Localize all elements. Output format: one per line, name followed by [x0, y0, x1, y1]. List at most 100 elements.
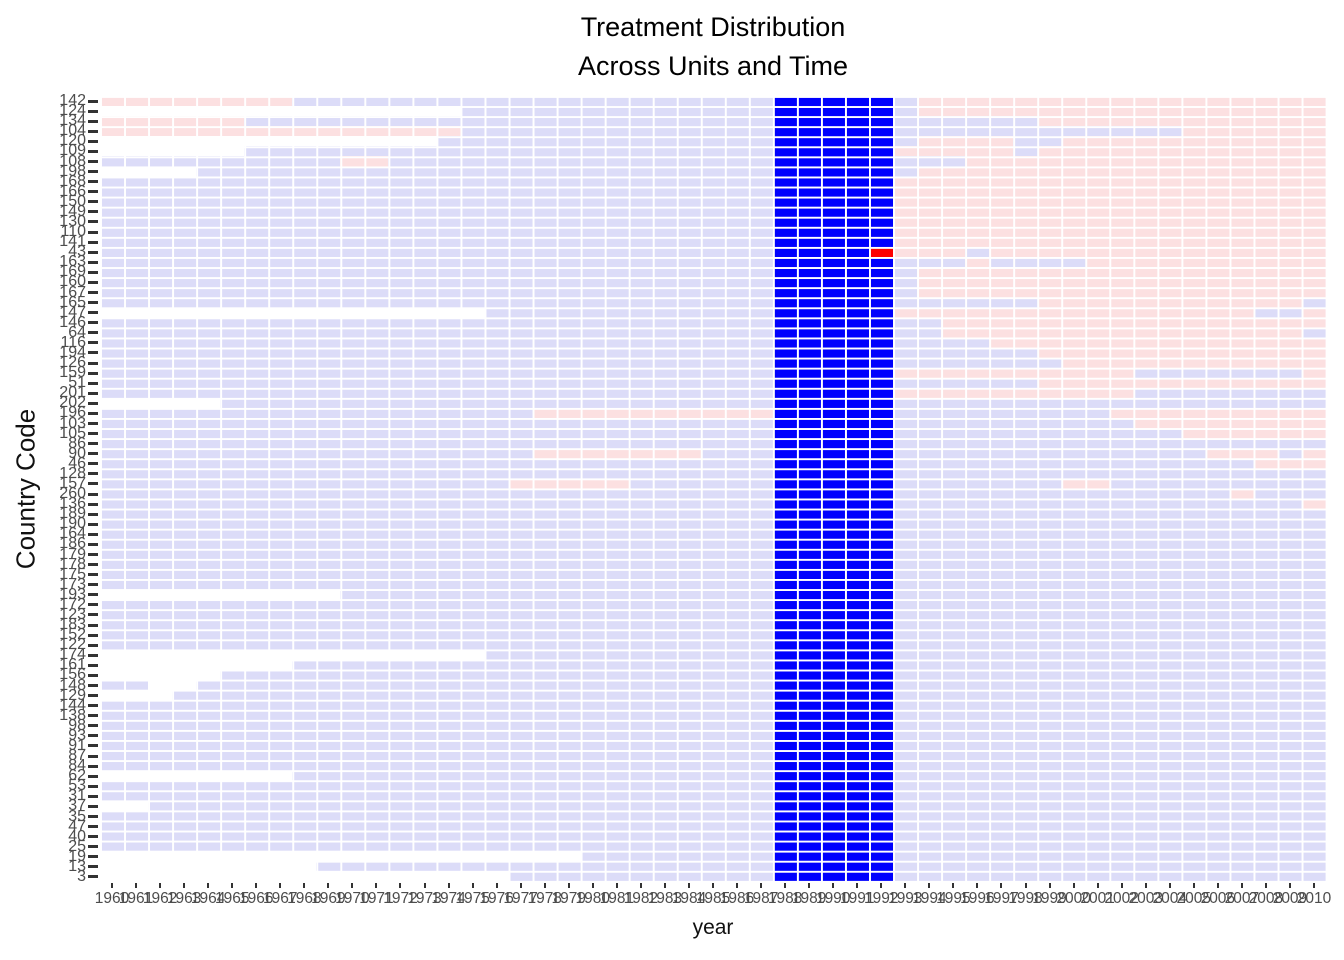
- heatmap-segment: [1133, 368, 1302, 379]
- heatmap-segment: [893, 468, 1326, 479]
- x-tick-mark: [856, 883, 859, 888]
- y-tick-label: 173: [59, 575, 86, 593]
- y-tick-mark: [88, 553, 98, 556]
- heatmap-segment: [100, 408, 533, 419]
- y-tick-mark: [88, 542, 98, 546]
- highlight-cell: [869, 247, 894, 258]
- heatmap-segment: [100, 478, 509, 489]
- y-tick-label: 123: [59, 605, 86, 623]
- treated-band: [773, 96, 894, 882]
- heatmap-segment: [893, 680, 1326, 691]
- x-tick-label: 1988: [767, 890, 803, 907]
- heatmap-segment: [508, 871, 774, 882]
- y-tick-mark: [88, 522, 98, 526]
- heatmap-segment: [100, 116, 245, 127]
- x-tick-label: 1964: [190, 890, 226, 907]
- heatmap-segment: [220, 398, 774, 409]
- y-tick-label: 178: [59, 555, 86, 573]
- heatmap-segment: [893, 106, 918, 117]
- heatmap-segment: [965, 257, 990, 268]
- x-tick-mark: [471, 883, 474, 888]
- x-tick-label: 1976: [479, 890, 514, 907]
- y-tick-label: 130: [59, 212, 86, 230]
- heatmap-segment: [100, 559, 774, 570]
- heatmap-segment: [917, 267, 1326, 278]
- heatmap-segment: [893, 368, 1134, 379]
- y-tick-mark: [88, 411, 98, 415]
- x-tick-mark: [1024, 883, 1027, 888]
- heatmap-segment: [893, 851, 1326, 862]
- heatmap-segment: [893, 650, 1326, 661]
- y-tick-label: 183: [59, 616, 86, 634]
- x-tick-mark: [1000, 883, 1003, 888]
- heatmap-segment: [917, 96, 1326, 107]
- y-tick-label: 161: [59, 656, 86, 674]
- heatmap-segment: [532, 448, 701, 459]
- x-tick-label: 1978: [527, 890, 562, 907]
- heatmap-segment: [340, 156, 389, 167]
- y-tick-mark: [88, 714, 98, 718]
- heatmap-segment: [100, 569, 774, 580]
- x-tick-mark: [207, 883, 210, 888]
- y-tick-mark: [88, 694, 98, 698]
- y-tick-label: 157: [59, 474, 86, 492]
- heatmap-segment: [292, 771, 774, 782]
- heatmap-segment: [893, 519, 1326, 530]
- heatmap-segment: [244, 146, 774, 157]
- x-tick-label: 1973: [407, 890, 442, 907]
- y-tick-mark: [88, 291, 98, 294]
- y-tick-mark: [88, 452, 98, 456]
- x-tick-label: 1968: [287, 890, 322, 907]
- heatmap-segment: [893, 609, 1326, 620]
- x-tick-mark: [1072, 883, 1075, 888]
- heatmap-segment: [100, 267, 774, 278]
- heatmap-segment: [1037, 378, 1326, 389]
- heatmap-segment: [100, 297, 774, 308]
- heatmap-segment: [893, 126, 1182, 137]
- y-tick-mark: [88, 139, 98, 143]
- heatmap-segment: [388, 156, 774, 167]
- heatmap-segment: [893, 378, 1038, 389]
- y-tick-label: 148: [59, 676, 86, 694]
- x-tick-mark: [615, 883, 618, 888]
- x-tick-label: 1972: [383, 890, 418, 907]
- heatmap-segment: [100, 539, 774, 550]
- x-tick-mark: [1288, 883, 1291, 888]
- heatmap-segment: [100, 499, 774, 510]
- heatmap-segment: [100, 156, 341, 167]
- heatmap-segment: [100, 630, 774, 641]
- y-tick-mark: [88, 180, 98, 184]
- y-tick-mark: [88, 230, 98, 234]
- heatmap-segment: [100, 317, 774, 328]
- heatmap-segment: [100, 227, 774, 238]
- heatmap-segment: [100, 509, 774, 520]
- heatmap-segment: [893, 337, 990, 348]
- y-tick-mark: [88, 381, 98, 385]
- heatmap-segment: [436, 136, 774, 147]
- heatmap-segment: [1037, 297, 1302, 308]
- x-tick-label: 1986: [719, 890, 755, 907]
- y-tick-mark: [88, 351, 98, 355]
- heatmap-segment: [893, 690, 1326, 701]
- heatmap-segment: [100, 680, 149, 691]
- heatmap-segment: [1061, 136, 1326, 147]
- y-tick-mark: [88, 361, 98, 365]
- y-tick-mark: [88, 835, 98, 839]
- heatmap-segment: [965, 247, 990, 258]
- x-tick-mark: [159, 883, 162, 888]
- y-tick-label: 147: [59, 303, 86, 321]
- heatmap-segment: [100, 831, 774, 842]
- heatmap-segment: [1061, 358, 1326, 369]
- heatmap-segment: [893, 96, 918, 107]
- heatmap-segment: [989, 337, 1326, 348]
- heatmap-segment: [100, 176, 774, 187]
- x-tick-label: 1998: [1008, 890, 1043, 907]
- x-tick-mark: [1120, 883, 1123, 888]
- y-tick-mark: [88, 653, 98, 657]
- y-tick-label: 116: [60, 333, 86, 351]
- x-tick-mark: [255, 883, 258, 888]
- y-tick-label: 51: [68, 374, 86, 392]
- heatmap-segment: [893, 267, 918, 278]
- heatmap-segment: [580, 851, 774, 862]
- heatmap-segment: [893, 831, 1326, 842]
